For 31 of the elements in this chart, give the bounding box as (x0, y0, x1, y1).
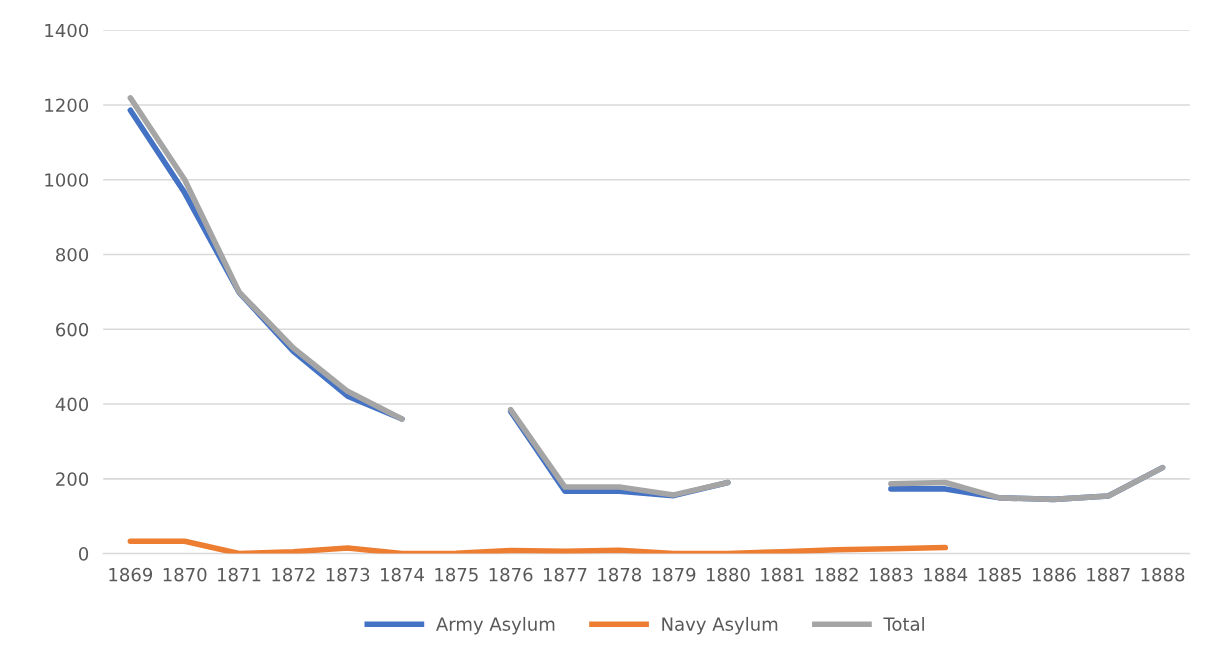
x-tick-label: 1878 (598, 567, 642, 582)
y-tick-label: 800 (56, 247, 89, 262)
x-tick-label: 1881 (761, 567, 804, 582)
x-tick-label: 1874 (380, 567, 424, 582)
x-tick-label: 1876 (489, 567, 533, 582)
x-tick-label: 1872 (272, 567, 315, 582)
y-tick-label: 600 (56, 322, 89, 337)
y-tick-label: 1200 (45, 98, 89, 113)
x-tick-label: 1875 (435, 567, 478, 582)
y-tick-label: 1000 (45, 173, 89, 187)
x-tick-label: 1885 (978, 567, 1021, 582)
x-tick-label: 1869 (109, 567, 153, 582)
x-tick-label: 1871 (218, 567, 261, 582)
legend-label: Army Asylum (436, 616, 555, 635)
x-tick-label: 1888 (1141, 567, 1185, 582)
x-tick-label: 1883 (869, 567, 913, 582)
x-tick-label: 1877 (543, 567, 587, 582)
y-tick-label: 0 (79, 547, 89, 561)
legend-label: Total (883, 616, 924, 631)
y-tick-label: 400 (55, 397, 89, 412)
x-tick-label: 1884 (924, 567, 968, 582)
y-tick-label: 1400 (45, 23, 89, 38)
legend-label: Navy Asylum (662, 616, 778, 635)
x-tick-label: 1882 (815, 567, 858, 582)
x-tick-label: 1879 (652, 567, 696, 582)
x-tick-label: 1880 (706, 567, 750, 582)
x-tick-label: 1887 (1087, 567, 1130, 582)
x-tick-label: 1873 (326, 567, 370, 582)
y-tick-label: 200 (56, 472, 89, 486)
x-tick-label: 1870 (163, 567, 207, 582)
x-tick-label: 1886 (1032, 567, 1076, 582)
